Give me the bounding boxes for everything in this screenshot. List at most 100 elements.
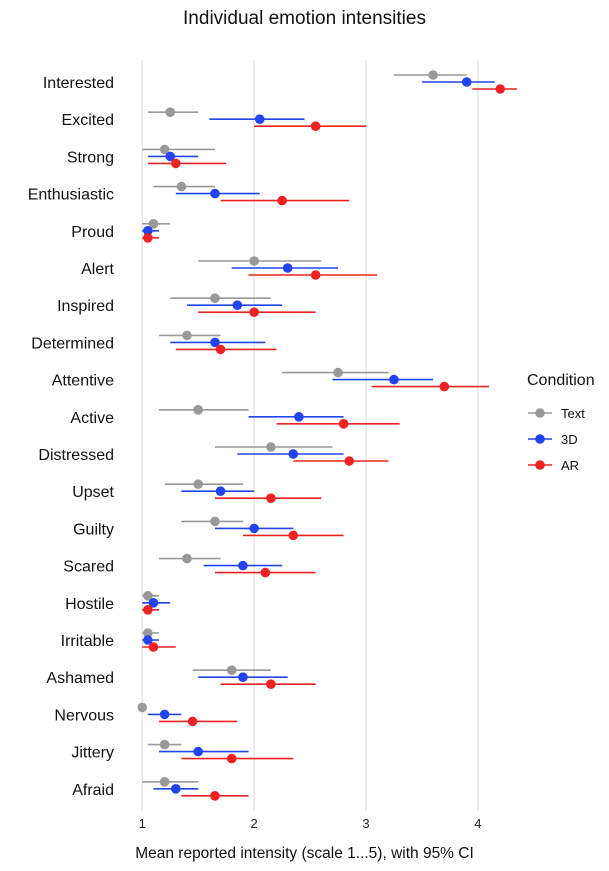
y-label-excited: Excited (62, 112, 114, 129)
legend-swatch-ar (528, 460, 552, 470)
legend-item-text: Text (527, 400, 595, 426)
point-3d-alert (282, 263, 293, 273)
y-label-determined: Determined (31, 335, 114, 352)
point-ar-ashamed (266, 679, 276, 689)
point-text-active (193, 405, 203, 415)
point-text-afraid (159, 777, 170, 787)
point-ar-attentive (439, 381, 450, 392)
x-tick-label-2: 2 (250, 816, 257, 831)
data-marks (137, 70, 518, 801)
point-3d-irritable (143, 635, 153, 645)
point-3d-scared (238, 560, 248, 571)
point-text-attentive (333, 367, 343, 378)
point-ar-guilty (288, 530, 299, 541)
legend-label-text: Text (561, 405, 585, 421)
point-ar-determined (215, 344, 226, 355)
point-text-guilty (210, 516, 220, 527)
y-label-upset: Upset (72, 484, 114, 501)
point-ar-upset (266, 493, 276, 504)
y-label-afraid: Afraid (72, 782, 114, 799)
point-3d-excited (254, 114, 265, 124)
point-3d-determined (210, 337, 220, 348)
point-ar-enthusiastic (277, 195, 287, 206)
point-ar-interested (495, 84, 506, 94)
point-ar-irritable (148, 642, 159, 652)
point-3d-active (294, 412, 304, 422)
series-ar (142, 84, 518, 801)
point-text-excited (165, 107, 176, 117)
point-ar-jittery (226, 753, 237, 764)
point-3d-attentive (389, 374, 399, 385)
legend-title: Condition (527, 372, 595, 389)
point-3d-nervous (159, 709, 170, 720)
point-3d-enthusiastic (210, 188, 220, 199)
y-label-attentive: Attentive (52, 373, 114, 390)
y-label-guilty: Guilty (73, 521, 114, 538)
point-3d-inspired (232, 300, 243, 311)
point-ar-alert (310, 270, 321, 280)
point-ar-afraid (210, 791, 220, 801)
point-text-upset (193, 479, 203, 490)
y-label-ashamed: Ashamed (46, 670, 114, 687)
x-tick-label-4: 4 (474, 816, 481, 831)
series-3d (142, 77, 495, 794)
point-text-alert (249, 256, 259, 266)
legend-swatch-3d (528, 434, 552, 444)
point-ar-proud (143, 233, 153, 243)
x-tick-label-3: 3 (362, 816, 369, 831)
point-text-hostile (143, 591, 153, 601)
y-axis-labels: Interested Excited Strong Enthusiastic Proud… (28, 75, 115, 799)
y-label-strong: Strong (67, 149, 114, 166)
point-text-irritable (143, 628, 153, 638)
point-3d-interested (461, 77, 472, 87)
point-3d-afraid (171, 784, 181, 794)
y-label-interested: Interested (43, 75, 114, 92)
point-3d-guilty (249, 523, 259, 534)
point-text-distressed (266, 442, 276, 452)
y-label-inspired: Inspired (57, 298, 114, 315)
point-text-enthusiastic (176, 181, 187, 192)
point-3d-upset (215, 486, 226, 497)
point-ar-scared (260, 567, 271, 578)
y-label-jittery: Jittery (71, 745, 114, 762)
point-text-nervous (137, 702, 148, 713)
point-3d-hostile (148, 598, 159, 608)
point-text-determined (182, 330, 192, 341)
point-text-interested (428, 70, 438, 80)
point-text-strong (159, 144, 170, 155)
legend-swatch-text (528, 408, 552, 418)
point-3d-ashamed (238, 672, 248, 682)
x-tick-label-1: 1 (139, 816, 146, 831)
legend: Condition Text 3D AR (527, 372, 595, 478)
point-text-proud (148, 219, 159, 229)
point-3d-proud (143, 226, 153, 236)
point-ar-strong (171, 158, 181, 169)
point-ar-nervous (187, 716, 198, 727)
y-label-irritable: Irritable (61, 633, 114, 650)
grid-lines (141, 60, 479, 810)
y-label-scared: Scared (63, 559, 114, 576)
x-axis-label: Mean reported intensity (scale 1...5), w… (135, 845, 474, 862)
point-ar-inspired (249, 307, 259, 318)
legend-item-3d: 3D (527, 426, 595, 452)
y-label-proud: Proud (71, 224, 114, 241)
y-label-nervous: Nervous (54, 707, 114, 724)
point-3d-strong (165, 151, 176, 162)
legend-label-ar: AR (561, 457, 580, 473)
y-label-distressed: Distressed (38, 447, 114, 464)
point-3d-distressed (288, 449, 299, 459)
chart-title: Individual emotion intensities (183, 8, 426, 29)
legend-item-ar: AR (527, 452, 595, 478)
y-label-enthusiastic: Enthusiastic (28, 187, 114, 204)
point-text-jittery (159, 739, 170, 750)
point-ar-excited (310, 121, 321, 131)
legend-label-3d: 3D (561, 431, 578, 447)
y-label-active: Active (70, 410, 114, 427)
x-axis-ticks: 1 2 3 4 (139, 816, 482, 831)
y-label-alert: Alert (81, 261, 114, 278)
point-ar-hostile (143, 605, 153, 615)
series-text (137, 70, 467, 787)
point-text-inspired (210, 293, 220, 304)
point-ar-active (338, 419, 349, 429)
